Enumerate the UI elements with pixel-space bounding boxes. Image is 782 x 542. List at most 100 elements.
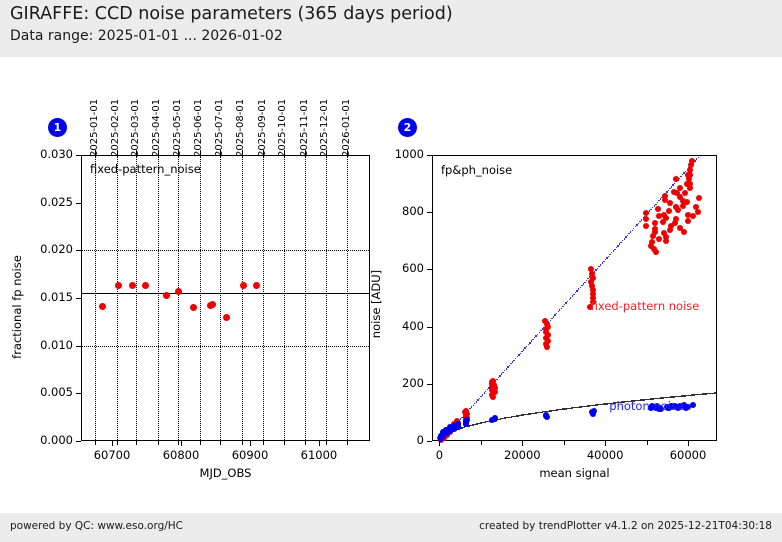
data-point-photon bbox=[439, 429, 446, 436]
fit-line-fixed-pattern bbox=[478, 397, 481, 400]
tick-bottom-minor bbox=[199, 441, 201, 445]
fit-line-fixed-pattern bbox=[620, 241, 622, 244]
fit-line-photon bbox=[686, 394, 689, 397]
data-point-fixed-pattern bbox=[643, 216, 650, 223]
fit-line-photon bbox=[528, 413, 530, 415]
tick-bottom bbox=[688, 441, 689, 446]
fit-line-fixed-pattern bbox=[585, 279, 588, 282]
y-axis-title-2: noise [ADU] bbox=[369, 269, 383, 339]
tick-top bbox=[199, 150, 201, 155]
data-point-fixed-pattern bbox=[684, 199, 691, 206]
y-tick-label: 200 bbox=[402, 375, 424, 390]
fit-line-photon bbox=[629, 400, 631, 402]
fit-line-photon bbox=[632, 400, 634, 402]
fit-line-photon bbox=[611, 402, 614, 404]
data-point-fixed-pattern bbox=[542, 329, 549, 336]
data-point-fixed-pattern bbox=[649, 239, 655, 246]
fit-line-photon bbox=[604, 403, 607, 405]
fit-line-fixed-pattern bbox=[538, 331, 541, 334]
fit-line-photon bbox=[645, 398, 648, 401]
tick-bottom-minor bbox=[241, 441, 243, 445]
fit-line-fixed-pattern bbox=[600, 264, 602, 266]
data-point-fixed-pattern bbox=[541, 317, 548, 324]
top-axis-date-label: 2025-07-01 bbox=[213, 98, 225, 157]
tick-bottom-minor bbox=[116, 441, 118, 445]
tick-bottom-minor bbox=[95, 441, 97, 445]
fit-line-photon bbox=[555, 409, 558, 411]
fit-line-fixed-pattern bbox=[472, 404, 474, 406]
data-point-fixed-pattern bbox=[692, 203, 699, 210]
fit-line-photon bbox=[487, 420, 489, 423]
fit-line-photon bbox=[573, 407, 575, 409]
fit-line-fixed-pattern bbox=[541, 328, 544, 330]
fit-line-fixed-pattern bbox=[496, 378, 498, 380]
tick-top bbox=[136, 150, 138, 155]
fit-line-photon bbox=[510, 416, 512, 418]
fit-line-fixed-pattern bbox=[651, 206, 654, 209]
fit-line-fixed-pattern bbox=[582, 283, 585, 285]
fit-line-fixed-pattern bbox=[653, 205, 655, 207]
data-point-fixed-pattern bbox=[695, 194, 702, 201]
data-point-fixed-pattern bbox=[676, 194, 683, 201]
fit-line-photon bbox=[462, 426, 465, 429]
fit-line-fixed-pattern bbox=[596, 267, 599, 270]
fit-line-fixed-pattern bbox=[669, 187, 671, 190]
gridline-horizontal bbox=[82, 250, 369, 252]
fit-line-photon bbox=[640, 399, 642, 401]
fit-line-photon bbox=[625, 401, 627, 403]
fit-line-fixed-pattern bbox=[615, 246, 618, 249]
fit-line-fixed-pattern bbox=[497, 376, 500, 379]
fit-line-photon bbox=[658, 397, 660, 400]
tick-bottom-minor bbox=[283, 441, 285, 445]
fit-line-photon bbox=[525, 413, 527, 416]
tick-left bbox=[427, 155, 432, 156]
fit-line-photon bbox=[610, 402, 612, 405]
fit-line-fixed-pattern bbox=[516, 356, 518, 358]
top-axis-date-label: 2025-05-01 bbox=[171, 98, 183, 157]
fit-line-fixed-pattern bbox=[469, 408, 471, 410]
data-point-photon bbox=[681, 401, 688, 408]
top-axis-date-label: 2025-08-01 bbox=[235, 98, 247, 157]
panel-badge-2[interactable]: 2 bbox=[398, 118, 417, 137]
fit-line-photon bbox=[469, 424, 471, 427]
fit-line-fixed-pattern bbox=[666, 191, 668, 193]
tick-left bbox=[427, 212, 432, 214]
data-point-fixed-pattern bbox=[680, 202, 687, 209]
data-point-photon bbox=[663, 403, 670, 410]
data-point-fixed-pattern bbox=[685, 211, 691, 218]
fit-line-fixed-pattern bbox=[609, 253, 611, 256]
data-point-fixed-pattern bbox=[682, 190, 689, 197]
tick-left bbox=[76, 393, 81, 395]
fit-line-photon bbox=[685, 394, 687, 397]
data-point-fixed-pattern bbox=[695, 208, 702, 215]
fit-line-fixed-pattern bbox=[595, 269, 597, 271]
panel-badge-1[interactable]: 1 bbox=[48, 118, 67, 137]
fit-line-photon bbox=[626, 400, 629, 403]
tick-left bbox=[76, 298, 81, 299]
data-point-fixed-pattern bbox=[655, 212, 662, 219]
fit-line-photon bbox=[695, 394, 697, 396]
fit-line-photon bbox=[503, 417, 506, 419]
plot-frame-1 bbox=[81, 155, 370, 441]
data-point-fixed-pattern bbox=[589, 274, 596, 281]
tick-left bbox=[427, 441, 432, 442]
tick-left bbox=[427, 269, 432, 271]
fit-line-photon bbox=[483, 421, 485, 423]
fit-line-fixed-pattern bbox=[697, 156, 699, 159]
fit-line-photon bbox=[521, 414, 523, 416]
fit-line-photon bbox=[662, 397, 664, 399]
y-axis-title-1: fractional fp noise bbox=[10, 255, 24, 359]
fit-line-fixed-pattern bbox=[552, 316, 555, 318]
fit-line-fixed-pattern bbox=[678, 177, 681, 179]
fit-line-photon bbox=[581, 406, 584, 408]
fit-line-photon bbox=[539, 411, 541, 414]
tick-top bbox=[178, 150, 180, 155]
data-point-fixed-pattern bbox=[588, 270, 595, 277]
top-axis-date-label: 2025-02-01 bbox=[110, 98, 122, 157]
top-axis-date-label: 2025-01-01 bbox=[88, 98, 100, 157]
fit-line-fixed-pattern bbox=[535, 335, 537, 337]
tick-bottom-minor bbox=[157, 441, 159, 445]
fit-line-photon bbox=[644, 399, 646, 401]
fit-line-photon bbox=[591, 404, 593, 407]
fit-line-photon bbox=[714, 392, 716, 394]
